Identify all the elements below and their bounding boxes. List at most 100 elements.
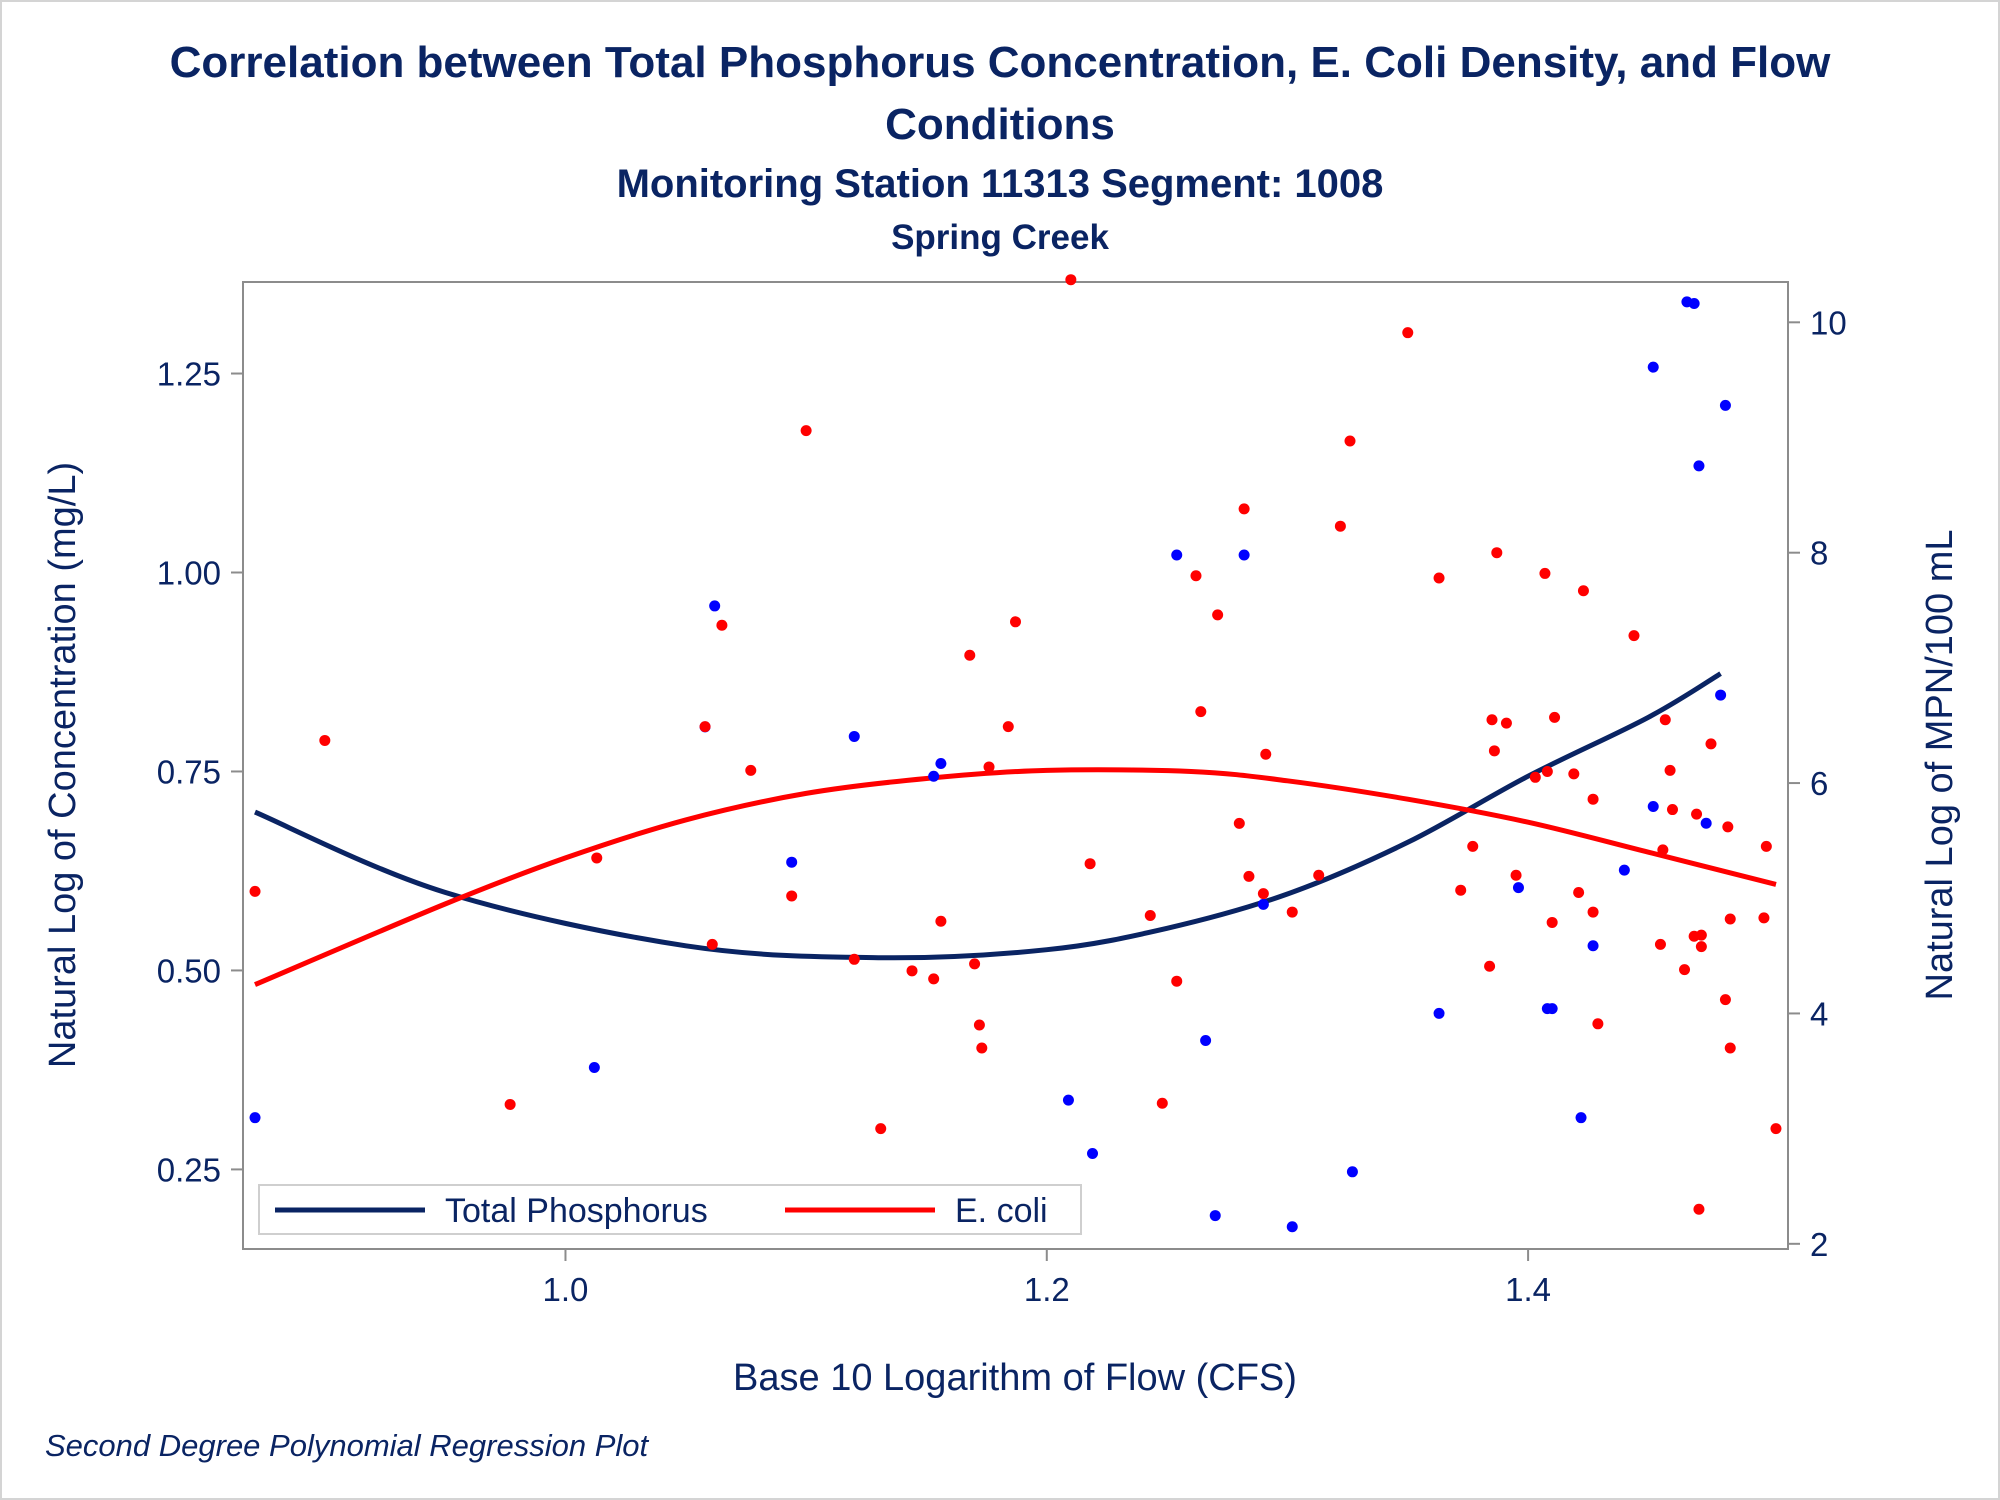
data-point-e-coli <box>969 958 981 970</box>
data-point-total-phosphorus <box>1062 1094 1074 1106</box>
data-point-e-coli <box>848 953 860 965</box>
data-point-e-coli <box>1500 717 1512 729</box>
data-point-e-coli <box>1724 913 1736 925</box>
data-point-total-phosphorus <box>1200 1034 1212 1046</box>
data-point-e-coli <box>591 852 603 864</box>
data-point-e-coli <box>1010 616 1021 628</box>
y-axis-right-ticks: 2 4 6 8 10 <box>1788 304 1847 1263</box>
data-point-e-coli <box>1402 327 1414 339</box>
data-point-e-coli <box>745 764 757 776</box>
data-points <box>249 274 1782 1233</box>
data-point-e-coli <box>1238 503 1250 515</box>
data-point-e-coli <box>935 915 947 927</box>
data-point-total-phosphorus <box>1618 864 1630 876</box>
data-point-total-phosphorus <box>1171 549 1183 561</box>
chart-title-line2: Conditions <box>885 100 1115 149</box>
data-point-e-coli <box>1693 1203 1705 1215</box>
y-right-tick-label: 8 <box>1810 535 1828 572</box>
data-point-e-coli <box>973 1019 985 1031</box>
data-point-e-coli <box>1084 858 1096 870</box>
data-point-e-coli <box>1592 1018 1604 1030</box>
data-point-e-coli <box>1758 912 1770 924</box>
data-point-e-coli <box>1486 714 1498 726</box>
data-point-total-phosphorus <box>1587 940 1599 952</box>
data-point-e-coli <box>1344 435 1356 447</box>
data-point-e-coli <box>504 1098 516 1110</box>
data-point-total-phosphorus <box>1688 297 1700 309</box>
data-point-e-coli <box>1313 869 1325 881</box>
y-right-tick-label: 10 <box>1810 304 1847 341</box>
data-point-e-coli <box>1568 768 1580 780</box>
data-point-e-coli <box>1002 721 1014 733</box>
data-point-total-phosphorus <box>1700 817 1712 829</box>
y-left-tick-label: 1.00 <box>157 554 221 591</box>
data-point-e-coli <box>1467 840 1479 852</box>
data-point-e-coli <box>1233 817 1245 829</box>
data-point-e-coli <box>1260 748 1272 760</box>
data-point-total-phosphorus <box>928 770 940 782</box>
data-point-total-phosphorus <box>1647 800 1659 812</box>
data-point-e-coli <box>786 890 798 902</box>
data-point-e-coli <box>699 721 711 733</box>
legend-label-total-phosphorus: Total Phosphorus <box>445 1192 708 1230</box>
y-right-tick-label: 2 <box>1810 1226 1828 1263</box>
data-point-e-coli <box>1510 869 1522 881</box>
data-point-e-coli <box>1529 771 1541 783</box>
data-point-e-coli <box>1257 888 1269 900</box>
data-point-total-phosphorus <box>1433 1007 1445 1019</box>
data-point-e-coli <box>983 761 995 773</box>
data-point-total-phosphorus <box>935 758 947 770</box>
data-point-e-coli <box>1488 745 1500 757</box>
data-point-total-phosphorus <box>1546 1003 1558 1015</box>
data-point-e-coli <box>1541 766 1553 778</box>
y-right-tick-label: 6 <box>1810 765 1828 802</box>
data-point-e-coli <box>1770 1123 1782 1135</box>
data-point-e-coli <box>875 1123 887 1135</box>
x-axis-title: Base 10 Logarithm of Flow (CFS) <box>733 1357 1297 1399</box>
data-point-total-phosphorus <box>709 600 721 612</box>
y-axis-left-title: Natural Log of Concentration (mg/L) <box>42 462 84 1068</box>
data-point-e-coli <box>1484 960 1496 972</box>
data-point-e-coli <box>1156 1097 1168 1109</box>
data-point-e-coli <box>1705 738 1717 750</box>
chart-title-line1: Correlation between Total Phosphorus Con… <box>169 38 1831 87</box>
y-right-tick-label: 4 <box>1810 995 1828 1032</box>
data-point-e-coli <box>1664 764 1676 776</box>
x-tick-label: 1.0 <box>543 1271 589 1308</box>
data-point-e-coli <box>1334 520 1346 532</box>
y-axis-right-title: Natural Log of MPN/100 mL <box>1919 529 1961 1000</box>
data-point-e-coli <box>1549 711 1561 723</box>
y-axis-left-ticks: 0.25 0.50 0.75 1.00 1.25 <box>157 356 243 1188</box>
data-point-e-coli <box>800 425 812 437</box>
legend-label-e-coli: E. coli <box>955 1192 1048 1230</box>
regression-lines <box>254 671 1777 987</box>
y-left-tick-label: 0.50 <box>157 952 221 989</box>
data-point-e-coli <box>1666 804 1678 816</box>
data-point-e-coli <box>964 649 976 661</box>
footnote: Second Degree Polynomial Regression Plot <box>45 1428 649 1463</box>
data-point-e-coli <box>1691 808 1703 820</box>
data-point-e-coli <box>1286 906 1298 918</box>
data-point-e-coli <box>1628 630 1640 642</box>
data-point-e-coli <box>1695 929 1707 941</box>
data-point-e-coli <box>1587 906 1599 918</box>
data-point-total-phosphorus <box>786 856 798 868</box>
data-point-e-coli <box>1719 994 1731 1006</box>
data-point-e-coli <box>1144 910 1156 922</box>
data-point-e-coli <box>1573 886 1585 898</box>
data-point-e-coli <box>1679 964 1691 976</box>
chart-subtitle: Monitoring Station 11313 Segment: 1008 <box>616 162 1384 206</box>
data-point-e-coli <box>1171 975 1183 987</box>
data-point-e-coli <box>1243 870 1255 882</box>
data-point-total-phosphorus <box>1512 882 1524 894</box>
data-point-e-coli <box>906 965 918 977</box>
data-point-total-phosphorus <box>249 1112 261 1124</box>
data-point-total-phosphorus <box>588 1062 600 1074</box>
data-point-e-coli <box>1659 714 1671 726</box>
data-point-e-coli <box>249 885 261 897</box>
data-point-total-phosphorus <box>1715 689 1727 701</box>
data-point-e-coli <box>319 734 331 746</box>
data-point-total-phosphorus <box>1209 1210 1221 1222</box>
data-point-e-coli <box>1657 844 1669 856</box>
